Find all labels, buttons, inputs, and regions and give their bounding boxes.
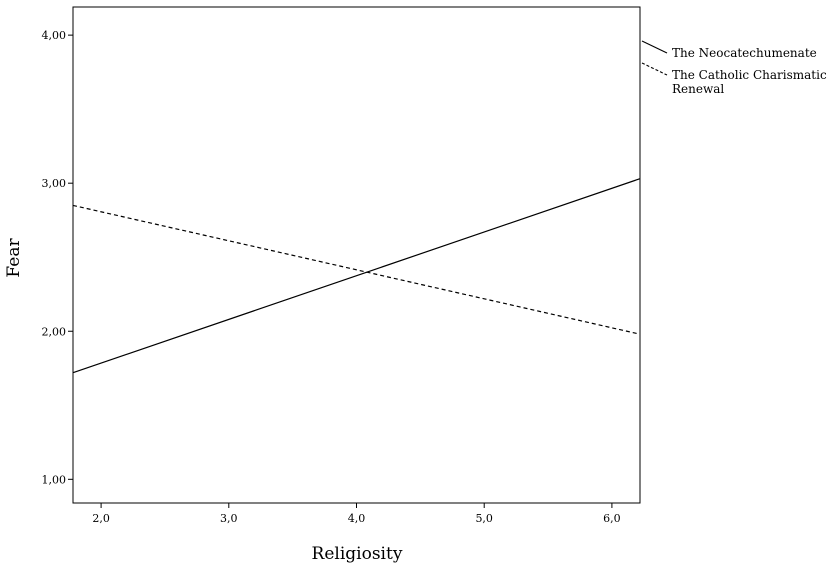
legend-label-1: The Neocatechumenate: [672, 46, 817, 60]
x-axis-title: Religiosity: [312, 544, 403, 564]
x-tick-label: 4,0: [348, 512, 366, 525]
y-tick-label: 3,00: [42, 177, 67, 190]
y-tick-label: 4,00: [42, 29, 67, 42]
series-line-2: [72, 204, 641, 335]
series-lines: [72, 178, 641, 374]
x-tick-label: 6,0: [603, 512, 621, 525]
y-axis-title: Fear: [4, 238, 24, 278]
x-tick-label: 3,0: [220, 512, 238, 525]
x-tick-label: 5,0: [475, 512, 493, 525]
series-line-1: [72, 178, 641, 374]
legend-label-2: Renewal: [672, 82, 724, 96]
legend-swatch-1: [641, 40, 668, 54]
y-tick-label: 1,00: [42, 473, 67, 486]
plot-frame: [72, 6, 641, 504]
y-tick-label: 2,00: [42, 325, 67, 338]
axis-ticks: 2,0 3,0 4,0 5,0 6,0 1,00 2,00 3,00 4,00: [42, 29, 621, 525]
x-tick-label: 2,0: [92, 512, 110, 525]
legend-label-2: The Catholic Charismatic: [672, 68, 827, 82]
legend-swatch-2: [641, 62, 668, 76]
legend: The Neocatechumenate The Catholic Charism…: [641, 40, 827, 96]
